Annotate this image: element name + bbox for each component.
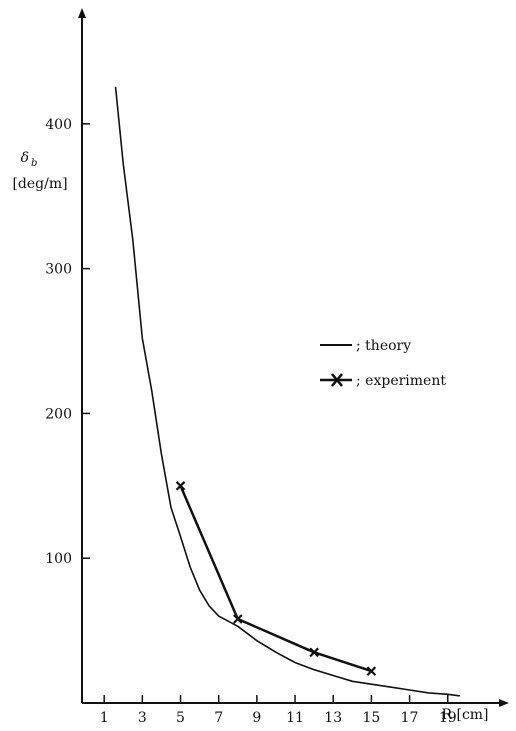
x-axis-ticks: 1 3 5 7 9 11 13 15 17 19 xyxy=(100,695,457,726)
legend-label-experiment: ; experiment xyxy=(356,373,446,389)
x-tick-label: 15 xyxy=(362,710,380,726)
y-tick-label: 200 xyxy=(45,406,72,422)
x-tick-label: 17 xyxy=(401,710,419,726)
x-axis-label: R [cm] xyxy=(441,707,488,723)
data-point-experiment xyxy=(366,666,377,676)
data-point-experiment xyxy=(233,614,243,624)
x-tick-label: 1 xyxy=(100,710,109,726)
series-line-theory xyxy=(114,86,461,697)
y-tick-label: 400 xyxy=(45,117,72,133)
x-tick-label: 13 xyxy=(324,710,342,726)
legend-marker-experiment xyxy=(331,373,343,387)
y-axis-unit: [deg/m] xyxy=(12,176,67,192)
data-point-experiment xyxy=(175,481,186,491)
legend-item-experiment: ; experiment xyxy=(320,373,446,389)
x-tick-label: 3 xyxy=(138,710,147,726)
series-line-experiment xyxy=(179,484,373,673)
axes xyxy=(78,8,509,707)
y-tick-label: 300 xyxy=(45,262,72,278)
y-axis-arrow xyxy=(78,8,86,18)
x-tick-label: 7 xyxy=(214,710,223,726)
legend-item-theory: ; theory xyxy=(320,338,411,354)
data-point-experiment xyxy=(309,647,319,658)
x-tick-label: 11 xyxy=(286,710,304,726)
series-layer xyxy=(114,86,461,697)
x-axis-arrow xyxy=(499,699,509,707)
x-tick-label: 9 xyxy=(252,710,261,726)
x-tick-label: 19 xyxy=(439,710,457,726)
y-tick-label: 100 xyxy=(45,551,72,567)
legend-label-theory: ; theory xyxy=(356,338,411,354)
legend: ; theory ; experiment xyxy=(320,338,446,389)
y-axis-ticks: 100 200 300 400 xyxy=(45,117,90,567)
x-tick-label: 5 xyxy=(176,710,185,726)
